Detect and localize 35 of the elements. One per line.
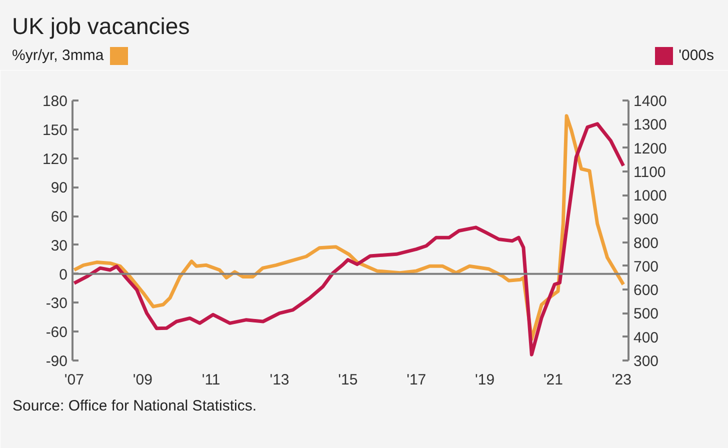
y-tick-label: 30: [50, 237, 68, 254]
y-tick-label: 180: [42, 93, 68, 110]
y2-tick-label: 1400: [634, 93, 667, 110]
x-tick-label: '15: [338, 372, 358, 388]
y2-tick-label: 500: [634, 306, 659, 323]
y2-axis-title: '000s: [678, 47, 714, 64]
x-tick-label: '07: [64, 372, 84, 388]
y-tick-label: 90: [50, 180, 68, 197]
x-tick-label: '13: [270, 372, 290, 388]
y2-tick-label: 400: [634, 329, 659, 346]
x-tick-label: '21: [543, 372, 564, 388]
x-tick-label: '09: [132, 372, 152, 388]
y-tick-label: -90: [46, 353, 68, 370]
y2-tick-label: 600: [634, 282, 659, 300]
y-tick-label: 60: [50, 208, 68, 226]
y2-tick-label: 1100: [634, 164, 666, 181]
y-tick-label: -60: [46, 324, 68, 342]
y-axis-title: %yr/yr, 3mma: [12, 47, 104, 64]
y2-tick-label: 800: [634, 234, 659, 252]
y-tick-label: 120: [42, 150, 68, 168]
x-tick-label: '23: [612, 372, 632, 388]
y-tick-label: 0: [59, 266, 68, 284]
y2-tick-label: 1000: [634, 188, 667, 205]
y2-tick-label: 1200: [634, 140, 667, 158]
x-tick-label: '19: [475, 372, 495, 388]
y2-tick-label: 900: [634, 211, 659, 228]
y-tick-label: 150: [42, 122, 68, 139]
x-tick-label: '17: [406, 372, 426, 388]
y2-tick-label: 700: [634, 258, 659, 276]
source-note: Source: Office for National Statistics.: [12, 398, 256, 414]
x-tick-label: '11: [202, 372, 220, 388]
y-tick-label: -30: [46, 295, 68, 312]
y2-tick-label: 300: [634, 353, 659, 370]
chart-title: UK job vacancies: [12, 12, 190, 41]
y2-tick-label: 1300: [634, 116, 667, 134]
